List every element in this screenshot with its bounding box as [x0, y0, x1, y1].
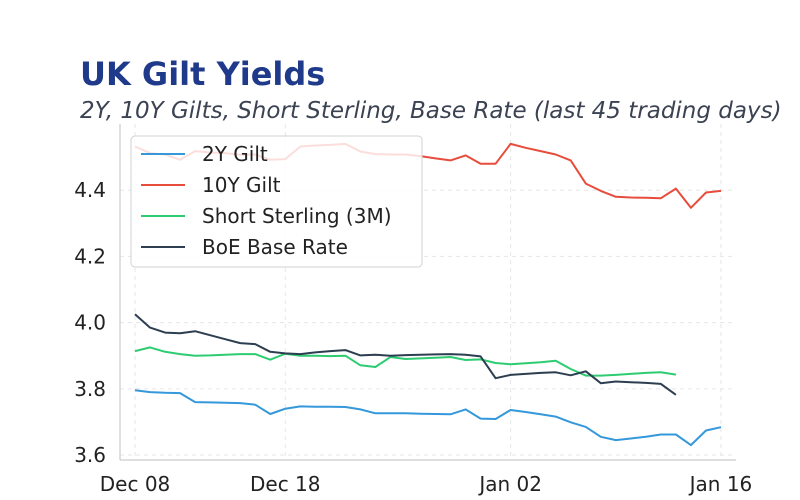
x-tick-label: Jan 16	[688, 472, 753, 496]
legend-label: 2Y Gilt	[202, 142, 268, 166]
legend-box	[130, 135, 423, 268]
y-tick-label: 4.2	[74, 244, 106, 268]
grid	[120, 124, 736, 460]
legend-label: Short Sterling (3M)	[202, 204, 392, 228]
legend: 2Y Gilt 10Y Gilt Short Sterling (3M) BoE Ba…	[130, 135, 423, 268]
x-tick-label: Jan 02	[477, 472, 542, 496]
y-tick-label: 4.0	[74, 311, 106, 335]
x-tick-label: Dec 18	[250, 472, 321, 496]
legend-label: 10Y Gilt	[202, 173, 281, 197]
axes: 3.6 3.8 4.0 4.2 4.4 Dec 08 Dec 18 Jan 02 Jan 16	[74, 124, 752, 496]
y-tick-label: 3.8	[74, 377, 106, 401]
y-tick-label: 4.4	[74, 178, 106, 202]
y-tick-label: 3.6	[74, 443, 106, 467]
x-tick-label: Dec 08	[100, 472, 171, 496]
series-line-0	[134, 389, 722, 447]
chart-subtitle: 2Y, 10Y Gilts, Short Sterling, Base Rate…	[80, 98, 782, 124]
chart-title: UK Gilt Yields	[80, 55, 326, 93]
legend-label: BoE Base Rate	[202, 235, 348, 259]
series-line-3	[134, 313, 677, 396]
series-line-2	[134, 346, 677, 377]
